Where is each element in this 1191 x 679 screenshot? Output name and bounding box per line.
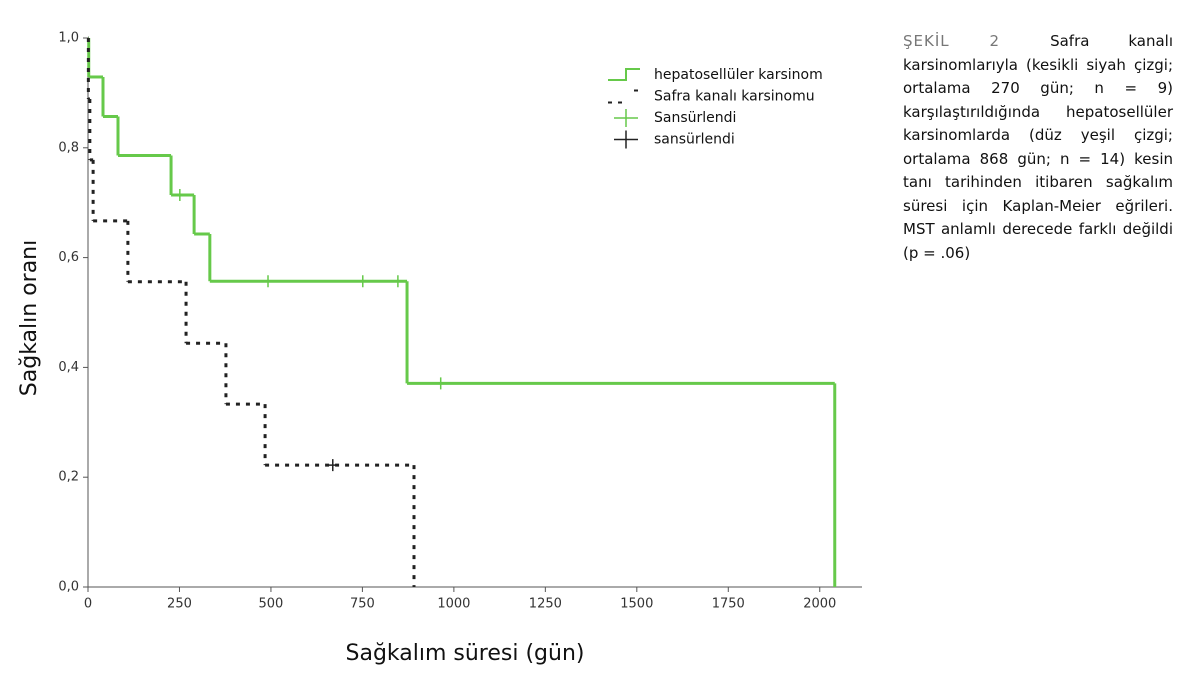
y-tick-label: 0,0 (58, 580, 79, 595)
x-axis-title: Sağkalım süresi (gün) (346, 641, 585, 666)
x-tick-label: 1500 (620, 597, 653, 612)
x-tick-label: 1750 (712, 597, 745, 612)
legend-label: sansürlendi (654, 132, 735, 148)
caption-label: ŞEKİL 2 (903, 32, 1001, 50)
caption-text: Safra kanalı karsinomlarıyla (kesikli si… (903, 32, 1173, 262)
y-tick-label: 0,4 (58, 360, 79, 375)
censor-mark (434, 377, 447, 390)
censor-mark (356, 275, 369, 288)
censor-mark (262, 275, 275, 288)
x-tick-label: 750 (350, 597, 375, 612)
legend-label: Sansürlendi (654, 110, 736, 126)
x-tick-label: 2000 (803, 597, 836, 612)
legend-symbol (614, 109, 638, 127)
x-tick-label: 500 (259, 597, 284, 612)
caption: ŞEKİL 2 Safra kanalı karsinomlarıyla (kes… (903, 30, 1173, 265)
x-tick-label: 250 (167, 597, 192, 612)
y-tick-label: 0,6 (58, 250, 79, 265)
legend-symbol (608, 68, 640, 81)
legend-symbol (608, 89, 640, 104)
censor-mark (326, 459, 339, 472)
censor-mark (173, 189, 186, 202)
censor-mark (391, 275, 404, 288)
legend-label: Safra kanalı karsinomu (654, 89, 815, 105)
legend-symbol (614, 130, 638, 149)
x-tick-label: 1000 (437, 597, 470, 612)
legend-label: hepatosellüler karsinom (654, 67, 823, 83)
y-axis-title: Sağkalın oranı (17, 240, 42, 396)
y-tick-label: 0,2 (58, 470, 79, 485)
y-tick-label: 0,8 (58, 140, 79, 155)
y-tick-label: 1,0 (58, 31, 79, 46)
x-tick-label: 0 (84, 597, 92, 612)
x-tick-label: 1250 (529, 597, 562, 612)
